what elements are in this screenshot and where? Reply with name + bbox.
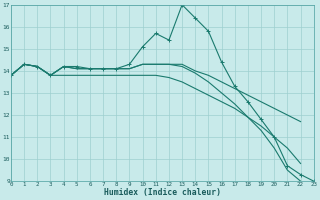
X-axis label: Humidex (Indice chaleur): Humidex (Indice chaleur) xyxy=(104,188,221,197)
